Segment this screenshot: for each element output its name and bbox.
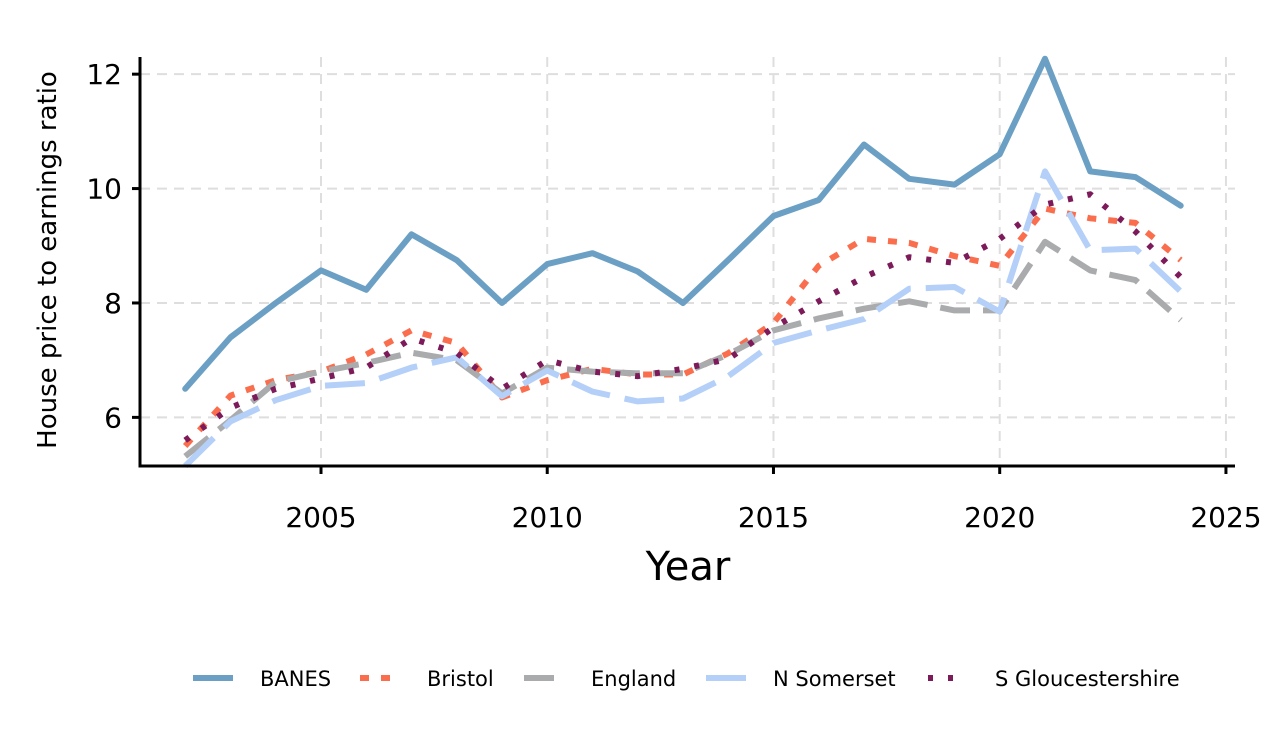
x-tick-label-3: 2020 <box>964 501 1035 534</box>
y-tick-label-2: 10 <box>86 173 122 206</box>
series-line-3 <box>183 168 1183 469</box>
series-line-1 <box>182 205 1183 449</box>
x-tick-labels: 2005 2010 2015 2020 2025 <box>285 466 1262 534</box>
series-lines <box>182 55 1184 469</box>
legend-label-1: Bristol <box>427 667 494 691</box>
y-axis-title: House price to earnings ratio <box>33 71 63 449</box>
series-line-2 <box>183 238 1183 459</box>
y-tick-labels: 6 8 10 12 <box>86 58 140 434</box>
x-axis-title: Year <box>645 544 731 590</box>
legend-label-4: S Gloucestershire <box>995 667 1180 691</box>
y-tick-label-0: 6 <box>104 401 122 434</box>
x-tick-label-2: 2015 <box>738 501 809 534</box>
series-line-0 <box>182 55 1184 392</box>
legend: BANES Bristol England N Somerset S Glouceste… <box>193 667 1180 691</box>
legend-label-2: England <box>591 667 676 691</box>
legend-label-3: N Somerset <box>773 667 896 691</box>
x-tick-label-4: 2025 <box>1190 501 1261 534</box>
x-tick-label-0: 2005 <box>285 501 356 534</box>
y-tick-label-1: 8 <box>104 287 122 320</box>
y-tick-label-3: 12 <box>86 58 122 91</box>
series-line-4 <box>183 191 1183 443</box>
x-tick-label-1: 2010 <box>512 501 583 534</box>
grid-lines <box>140 57 1235 466</box>
legend-label-0: BANES <box>260 667 331 691</box>
